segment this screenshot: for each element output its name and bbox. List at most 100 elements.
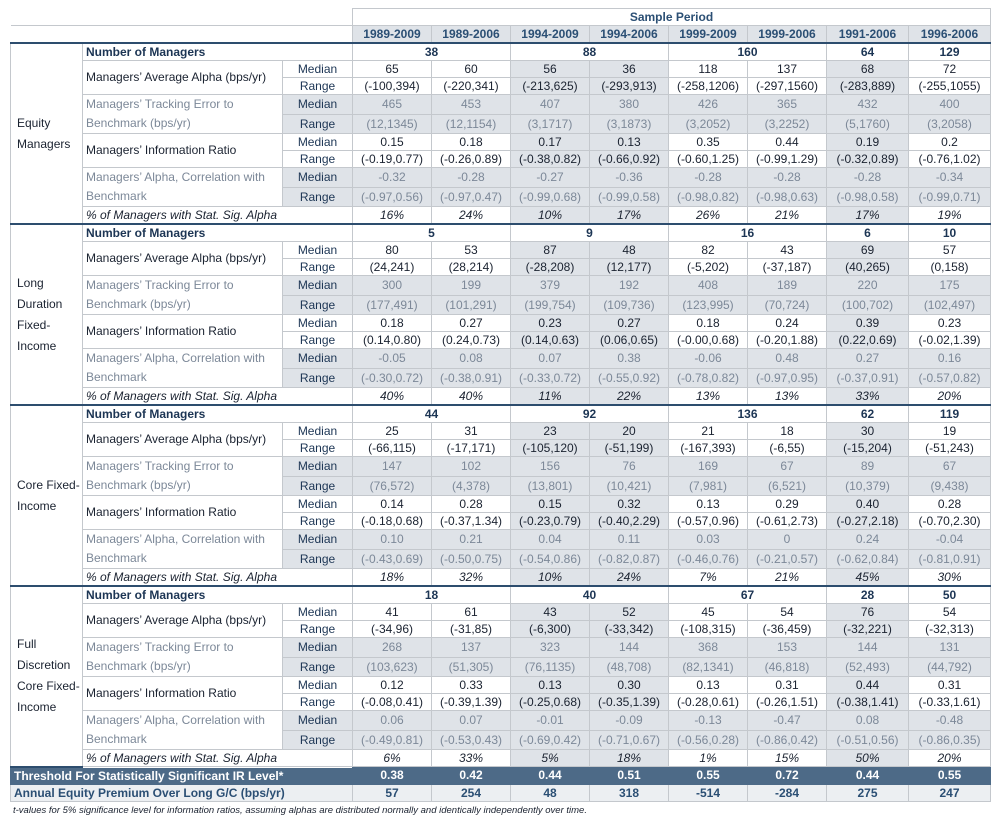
metric-label: Managers’ Average Alpha (bps/yr) (82, 241, 283, 276)
value-cell-median: 400 (908, 94, 991, 115)
value-cell-median: 41 (352, 603, 432, 621)
value-cell-range: (82,1341) (668, 656, 748, 677)
premium-value: 275 (826, 783, 909, 802)
stat-label-range: Range (282, 548, 353, 569)
value-cell-median: 54 (908, 603, 991, 621)
pct-significant-value: 32% (431, 568, 511, 587)
value-cell-median: 192 (589, 275, 669, 296)
section-label: Long Duration Fixed-Income (10, 223, 83, 406)
value-cell-range: (123,995) (668, 294, 748, 315)
number-of-managers-value: 16 (668, 223, 827, 242)
value-cell-median: 0.27 (589, 314, 669, 332)
value-cell-median: 76 (826, 603, 909, 621)
value-cell-range: (-0.98,0.63) (747, 186, 827, 207)
pct-significant-value: 15% (747, 749, 827, 767)
value-cell-median: 0.13 (668, 676, 748, 694)
period-header: 1989-2006 (431, 25, 511, 44)
value-cell-median: 379 (510, 275, 590, 296)
value-cell-median: 0.44 (747, 133, 827, 151)
metric-row-range: Range (-100,394) (-220,341) (-213,625) (-293… (11, 77, 991, 95)
value-cell-median: 0.30 (589, 676, 669, 694)
value-cell-median: 0.10 (352, 529, 432, 550)
value-cell-range: (-15,204) (826, 439, 909, 457)
number-of-managers-value: 10 (908, 223, 991, 242)
value-cell-range: (-28,208) (510, 258, 590, 276)
stat-label-range: Range (282, 656, 353, 677)
metric-row-range: Range (76,572) (4,378) (13,801) (10,421) (7,9… (11, 475, 991, 496)
pct-significant-label: % of Managers with Stat. Sig. Alpha (82, 568, 353, 587)
stat-label-median: Median (282, 529, 353, 550)
number-of-managers-value: 28 (826, 585, 909, 604)
header-row-periods: 1989-2009 1989-2006 1994-2009 1994-2006 1999… (10, 25, 991, 44)
metric-label: Managers’ Alpha, Correlation with Benchm… (82, 529, 283, 569)
pct-significant-value: 17% (826, 206, 909, 225)
value-cell-median: 137 (747, 60, 827, 78)
number-of-managers-value: 64 (826, 42, 909, 61)
value-cell-median: 0.40 (826, 495, 909, 513)
value-cell-range: (-0.28,0.61) (668, 693, 748, 711)
stat-label-range: Range (282, 258, 353, 276)
value-cell-range: (-0.66,0.92) (589, 150, 669, 168)
value-cell-range: (12,1345) (352, 113, 432, 134)
value-cell-range: (76,1135) (510, 656, 590, 677)
header-blank (10, 8, 353, 26)
value-cell-range: (-108,315) (668, 620, 748, 638)
number-of-managers-value: 9 (510, 223, 669, 242)
threshold-value: 0.42 (431, 766, 511, 785)
value-cell-range: (-0.38,0.82) (510, 150, 590, 168)
value-cell-median: 0.07 (431, 710, 511, 731)
value-cell-median: 21 (668, 422, 748, 440)
value-cell-range: (4,378) (431, 475, 511, 496)
pct-significant-value: 13% (668, 387, 748, 406)
metric-row-range: Range (-0.08,0.41) (-0.39,1.39) (-0.25,0.68… (11, 693, 991, 711)
threshold-value: 0.38 (352, 766, 432, 785)
premium-value: -514 (668, 783, 748, 802)
stat-label-range: Range (282, 77, 353, 95)
value-cell-range: (-0.23,0.79) (510, 512, 590, 530)
value-cell-median: 137 (431, 637, 511, 658)
value-cell-range: (-293,913) (589, 77, 669, 95)
value-cell-range: (103,623) (352, 656, 432, 677)
value-cell-range: (-36,459) (747, 620, 827, 638)
stat-label-median: Median (282, 422, 353, 440)
stat-label-median: Median (282, 495, 353, 513)
number-of-managers-value: 67 (668, 585, 827, 604)
value-cell-range: (-0.61,2.73) (747, 512, 827, 530)
value-cell-range: (-0.81,0.91) (908, 548, 991, 569)
value-cell-range: (-100,394) (352, 77, 432, 95)
value-cell-median: 0.28 (908, 495, 991, 513)
value-cell-range: (-32,313) (908, 620, 991, 638)
value-cell-range: (0.14,0.63) (510, 331, 590, 349)
number-of-managers-value: 92 (510, 404, 669, 423)
stat-label-range: Range (282, 186, 353, 207)
value-cell-median: 52 (589, 603, 669, 621)
value-cell-range: (199,754) (510, 294, 590, 315)
value-cell-range: (-6,55) (747, 439, 827, 457)
value-cell-range: (-0.18,0.68) (352, 512, 432, 530)
value-cell-median: 0.12 (352, 676, 432, 694)
value-cell-median: -0.28 (826, 167, 909, 188)
period-header: 1994-2009 (510, 25, 590, 44)
metric-label: Managers’ Average Alpha (bps/yr) (82, 603, 283, 638)
period-header: 1996-2006 (908, 25, 991, 44)
value-cell-range: (12,1154) (431, 113, 511, 134)
value-cell-median: 189 (747, 275, 827, 296)
stat-label-median: Median (282, 60, 353, 78)
metric-row-median: Managers’ Average Alpha (bps/yr) Median 25… (11, 422, 991, 457)
value-cell-range: (-0.43,0.69) (352, 548, 432, 569)
value-cell-median: 153 (747, 637, 827, 658)
pct-significant-value: 45% (826, 568, 909, 587)
value-cell-range: (-66,115) (352, 439, 432, 457)
value-cell-range: (-0.26,1.51) (747, 693, 827, 711)
stat-label-median: Median (282, 167, 353, 188)
pct-significant-value: 10% (510, 206, 590, 225)
premium-value: 48 (510, 783, 590, 802)
value-cell-median: -0.32 (352, 167, 432, 188)
value-cell-range: (-0.62,0.84) (826, 548, 909, 569)
metric-label: Managers’ Alpha, Correlation with Benchm… (82, 710, 283, 750)
metric-row-median: Managers’ Tracking Error to Benchmark (b… (11, 456, 991, 496)
value-cell-median: 82 (668, 241, 748, 259)
stat-label-median: Median (282, 94, 353, 115)
stat-label-range: Range (282, 113, 353, 134)
value-cell-median: 175 (908, 275, 991, 296)
